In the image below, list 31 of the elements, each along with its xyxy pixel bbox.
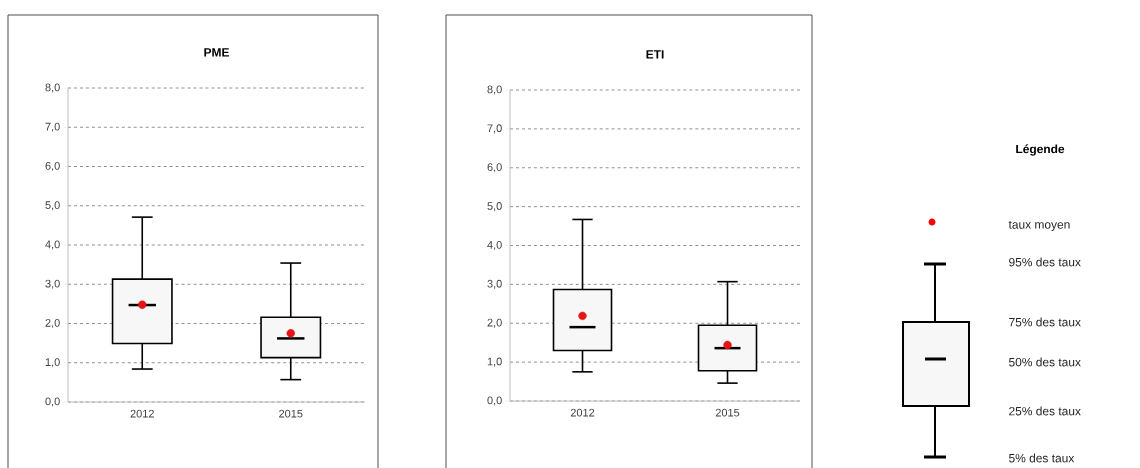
text: Légende — [1016, 144, 1065, 156]
chart-title: PME — [204, 48, 229, 57]
text: taux moyen — [1008, 220, 1070, 232]
x-tick-label: 2012 — [130, 409, 154, 418]
y-tick-label: 5,0 — [45, 201, 60, 211]
text: 25% des taux — [1009, 406, 1081, 416]
y-tick-label: 5,0 — [487, 202, 502, 212]
y-tick-label: 8,0 — [45, 83, 60, 93]
y-tick-label: 1,0 — [487, 357, 502, 367]
y-tick-label: 3,0 — [45, 279, 60, 289]
y-tick-label: 6,0 — [487, 163, 502, 173]
y-tick-label: 8,0 — [487, 85, 502, 95]
text: 75% des taux — [1009, 317, 1081, 327]
y-tick-label: 0,0 — [487, 396, 502, 406]
y-tick-label: 4,0 — [45, 240, 60, 250]
text: 5% des taux — [1009, 453, 1075, 463]
y-tick-label: 6,0 — [45, 161, 60, 172]
y-tick-label: 7,0 — [45, 122, 60, 132]
y-tick-label: 7,0 — [487, 124, 502, 134]
y-tick-label: 2,0 — [487, 318, 502, 328]
y-tick-label: 2,0 — [45, 318, 60, 329]
text: 95% des taux — [1009, 257, 1081, 267]
y-tick-label: 3,0 — [487, 279, 502, 289]
y-tick-label: 4,0 — [487, 240, 502, 251]
x-tick-label: 2012 — [570, 408, 595, 417]
x-tick-label: 2015 — [715, 408, 740, 417]
x-tick-label: 2015 — [279, 409, 303, 418]
y-tick-label: 1,0 — [45, 358, 60, 368]
text: 50% des taux — [1009, 357, 1081, 367]
chart-title: ETI — [646, 50, 664, 59]
y-tick-label: 0,0 — [45, 397, 60, 407]
